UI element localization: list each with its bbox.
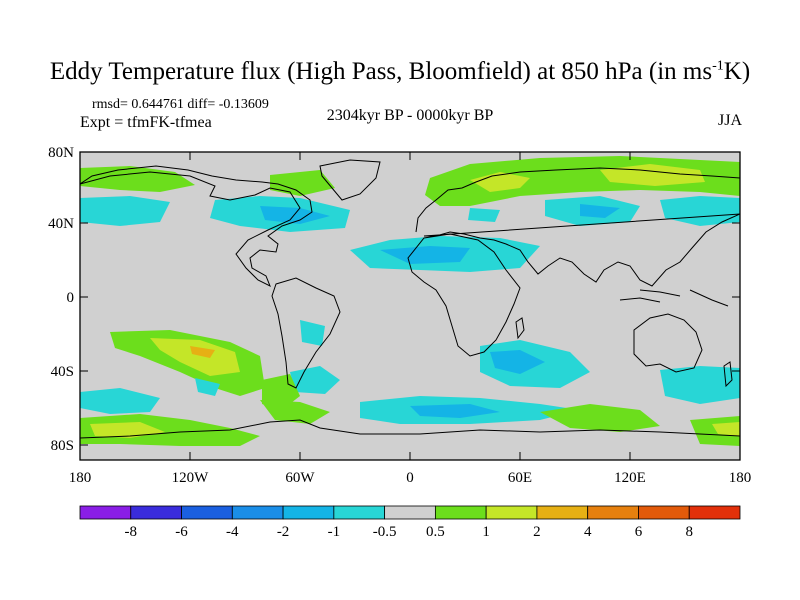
x-axis-ticks [79,152,741,460]
coast-new-zealand [723,361,733,388]
colorbar-swatch [384,505,436,520]
colorbar-label: 4 [584,524,592,540]
coastlines [80,159,740,439]
y-tick-label: 40S [51,364,74,380]
y-tick-label: 0 [67,290,75,306]
anomaly-region [580,204,620,218]
x-tick-label: 60W [285,470,315,486]
rmsd-diff-stats: rmsd= 0.644761 diff= -0.13609 [92,97,269,112]
coast-africa [407,233,521,357]
colorbar-label: 1 [482,524,490,540]
colorbar-swatch [688,505,741,520]
coast-maritime-asia [619,289,729,307]
anomaly-region [300,320,325,346]
colorbar-label: 0.5 [426,524,445,540]
colorbar-swatch [79,505,132,520]
anomaly-region [410,404,500,418]
y-axis-ticks [80,151,740,446]
coast-antarctica [80,419,740,439]
anomaly-region [80,414,260,446]
anomaly-region [80,388,160,414]
x-tick-label: 120E [614,470,646,486]
colorbar-swatch [231,505,284,520]
coast-greenland [319,159,381,201]
x-tick-label: 0 [406,470,414,486]
anomaly-region [468,208,500,222]
anomaly-region [190,346,215,358]
experiment-label: Expt = tfmFK-tfmea [80,114,212,131]
colorbar-swatch [587,505,639,520]
anomaly-region [260,400,330,424]
anomaly-region [90,422,165,438]
season-label: JJA [717,112,742,129]
anomaly-region [540,404,660,432]
coast-south-america [271,277,341,389]
coast-north-america [80,165,313,288]
x-tick-label: 120W [172,470,210,486]
colorbar-swatch [536,505,589,520]
anomaly-region [490,350,545,374]
anomaly-region [290,366,340,394]
x-tick-label: 180 [69,470,92,486]
colorbar-label: -0.5 [373,524,397,540]
x-tick-label: 180 [729,470,752,486]
colorbar-label: -2 [277,524,290,540]
colorbar-label: -1 [328,524,341,540]
anomaly-region [195,378,220,396]
colorbar-label: 8 [685,524,693,540]
colorbar-label: -6 [175,524,188,540]
coast-australia [633,313,703,373]
anomaly-region [80,196,170,226]
anomaly-region [150,338,240,376]
colorbar-label: 6 [635,524,643,540]
colorbar-swatch [485,505,538,520]
anomaly-region [380,246,470,264]
colorbar-label: -4 [226,524,239,540]
y-tick-label: 40N [48,216,74,232]
x-axis-labels: 180 120W 60W 0 60E 120E 180 [69,470,752,486]
y-tick-label: 80S [51,438,74,454]
colorbar [79,505,741,520]
colorbar-swatch [130,505,182,520]
colorbar-swatch [434,505,487,520]
colorbar-label: 2 [533,524,541,540]
period-label: 2304kyr BP - 0000kyr BP [326,107,494,124]
anomaly-region [712,422,740,436]
colorbar-swatch [333,505,386,520]
y-tick-label: 80N [48,145,74,161]
anomaly-region [260,206,330,224]
anomaly-region [470,172,530,192]
y-axis-labels: 80N 40N 0 40S 80S [48,145,74,454]
colorbar-swatch [282,505,335,520]
coast-madagascar [515,317,525,340]
colorbar-swatch [638,505,690,520]
colorbar-label: -8 [125,524,138,540]
colorbar-labels: -8 -6 -4 -2 -1 -0.5 0.5 1 2 4 6 8 [125,524,693,540]
coast-europe-asia [415,167,740,287]
anomaly-region [660,366,740,404]
colorbar-swatch [181,505,233,520]
x-tick-label: 60E [508,470,532,486]
map-title: Eddy Temperature flux (High Pass, Bloomf… [49,58,751,85]
anomaly-region [270,170,335,196]
